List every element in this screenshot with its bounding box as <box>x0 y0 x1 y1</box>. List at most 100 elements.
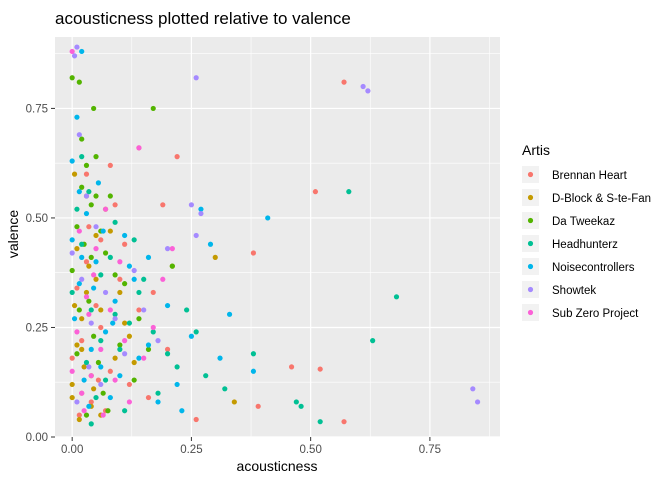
data-point <box>79 48 85 55</box>
legend-swatch <box>527 263 534 270</box>
data-point <box>74 44 80 50</box>
data-point <box>91 386 97 392</box>
data-point <box>71 171 78 177</box>
data-point <box>91 333 97 339</box>
data-point <box>179 408 185 414</box>
data-point <box>107 193 113 199</box>
data-point <box>155 390 161 396</box>
data-point <box>69 289 75 296</box>
data-point <box>83 259 90 265</box>
data-point <box>341 79 347 85</box>
data-point <box>88 307 94 313</box>
data-point <box>122 408 128 414</box>
data-point <box>95 180 102 186</box>
data-point <box>71 302 78 309</box>
data-point <box>207 241 214 247</box>
data-point <box>79 276 85 282</box>
axes: 0.00 0.25 0.50 0.75 0.00 0.25 0.50 0.75 <box>26 103 441 456</box>
data-point <box>86 364 92 370</box>
legend-label: Sub Zero Project <box>552 308 639 320</box>
data-point <box>83 193 90 199</box>
data-point <box>107 394 113 401</box>
data-point <box>100 390 106 396</box>
data-point <box>88 421 94 427</box>
data-point <box>74 206 80 212</box>
data-point <box>136 355 142 361</box>
legend-swatch <box>527 309 534 316</box>
data-point <box>122 351 128 357</box>
data-point <box>231 399 237 405</box>
data-point <box>126 333 133 339</box>
data-point <box>112 219 118 225</box>
data-point <box>69 394 75 401</box>
data-point <box>370 338 376 344</box>
data-point <box>107 307 113 313</box>
data-point <box>126 263 133 269</box>
data-point <box>93 224 99 230</box>
data-point <box>95 377 102 383</box>
data-point <box>79 136 85 142</box>
data-point <box>98 237 104 243</box>
data-point <box>83 171 90 177</box>
legend-label: Brennan Heart <box>552 170 628 182</box>
data-point <box>88 202 94 208</box>
data-points <box>69 44 481 427</box>
data-point <box>88 320 94 326</box>
data-point <box>198 210 204 217</box>
data-point <box>126 381 133 388</box>
data-point <box>74 399 80 405</box>
data-point <box>169 246 175 252</box>
data-point <box>88 399 94 405</box>
data-point <box>117 373 123 379</box>
data-point <box>74 285 80 291</box>
data-point <box>150 329 156 335</box>
data-point <box>69 48 75 55</box>
data-point <box>174 364 180 370</box>
data-point <box>102 206 109 212</box>
chart-title: acousticness plotted relative to valence <box>55 9 351 28</box>
data-point <box>117 342 123 348</box>
data-point <box>91 272 97 278</box>
data-point <box>136 289 142 296</box>
data-point <box>117 289 123 296</box>
legend-swatch <box>527 171 534 178</box>
data-point <box>312 189 319 195</box>
data-point <box>93 394 99 401</box>
data-point <box>107 368 113 374</box>
x-axis-title: acousticness <box>237 458 318 474</box>
data-point <box>131 237 137 243</box>
data-point <box>470 386 476 392</box>
data-point <box>150 324 156 331</box>
data-point <box>86 403 92 409</box>
data-point <box>76 189 82 195</box>
data-point <box>88 346 94 352</box>
data-point <box>145 342 152 348</box>
data-point <box>317 366 323 372</box>
data-point <box>98 338 104 344</box>
data-point <box>360 83 366 90</box>
y-axis-title: valence <box>5 210 21 258</box>
data-point <box>193 329 199 335</box>
data-point <box>126 320 133 326</box>
legend-label: Headhunterz <box>552 239 618 251</box>
data-point <box>145 254 152 260</box>
x-tick-label: 0.75 <box>419 444 441 456</box>
data-point <box>174 381 180 388</box>
data-point <box>346 189 352 195</box>
data-point <box>69 368 75 374</box>
y-tick-label: 0.50 <box>26 213 48 225</box>
data-point <box>69 381 75 388</box>
data-point <box>265 215 271 221</box>
data-point <box>110 320 116 326</box>
data-point <box>98 364 104 370</box>
data-point <box>98 272 104 278</box>
data-point <box>76 307 82 313</box>
legend-title: Artis <box>522 142 550 158</box>
data-point <box>112 272 118 278</box>
data-point <box>93 246 99 252</box>
data-point <box>86 263 92 269</box>
data-point <box>74 114 80 120</box>
data-point <box>105 408 111 414</box>
data-point <box>131 359 137 366</box>
